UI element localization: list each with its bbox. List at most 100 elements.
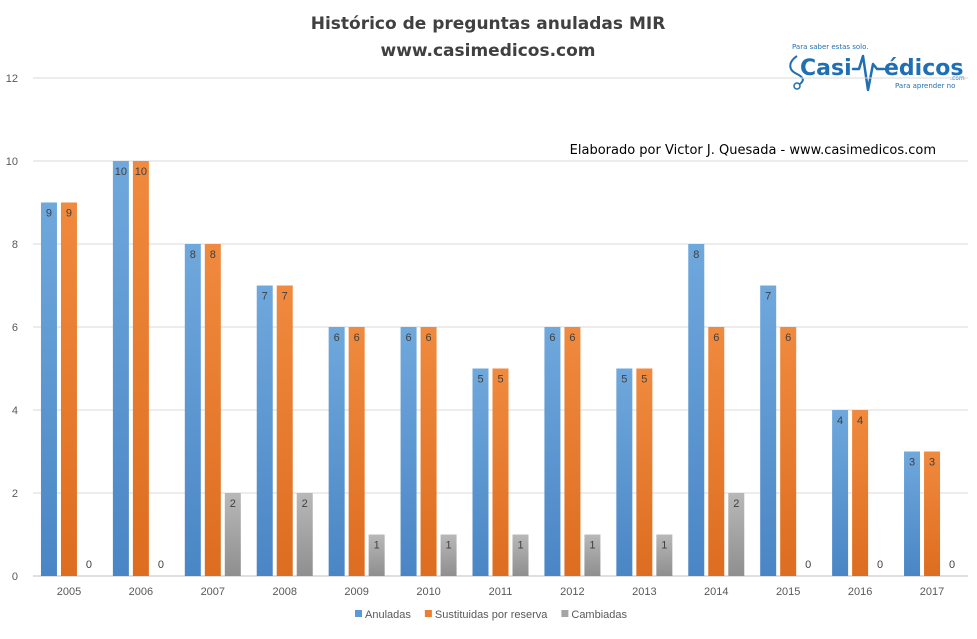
logo-stethoscope-icon [789, 55, 804, 85]
bar-sustituidas-por-reserva [204, 244, 221, 576]
casimedicos-logo: Para saber estas solo. Casi édicos .com … [789, 43, 965, 92]
x-tick-label: 2015 [776, 586, 800, 598]
bar-anuladas [472, 368, 489, 576]
data-label: 7 [282, 291, 288, 303]
chart-subtitle: www.casimedicos.com [380, 41, 595, 61]
data-label: 6 [354, 332, 360, 344]
data-label: 3 [929, 457, 935, 469]
logo-stethoscope-head-icon [793, 82, 801, 90]
data-label: 1 [374, 540, 380, 552]
bar-cambiadas [296, 493, 313, 576]
legend-label: Sustituidas por reserva [435, 609, 548, 621]
data-label: 6 [426, 332, 432, 344]
data-label: 5 [497, 374, 503, 386]
data-label: 2 [302, 498, 308, 510]
data-label: 10 [135, 166, 147, 178]
y-tick-label: 2 [12, 488, 18, 500]
x-tick-label: 2008 [272, 586, 296, 598]
bar-sustituidas-por-reserva [276, 285, 293, 576]
x-tick-label: 2007 [201, 586, 225, 598]
bar-cambiadas [368, 534, 385, 576]
y-tick-label: 8 [12, 239, 18, 251]
bar-anuladas [760, 285, 777, 576]
x-tick-label: 2013 [632, 586, 656, 598]
data-label: 6 [785, 332, 791, 344]
legend-swatch [561, 610, 569, 617]
y-axis: 0 2 4 6 8 10 12 [6, 73, 18, 583]
x-tick-label: 2005 [57, 586, 81, 598]
bar-sustituidas-por-reserva [420, 327, 437, 576]
bar-anuladas [256, 285, 273, 576]
data-label: 0 [158, 559, 164, 571]
x-tick-label: 2006 [129, 586, 153, 598]
legend-label: Anuladas [365, 609, 411, 621]
y-tick-label: 6 [12, 322, 18, 334]
legend-label: Cambiadas [571, 609, 627, 621]
data-label: 4 [837, 415, 843, 427]
bar-sustituidas-por-reserva [348, 327, 365, 576]
data-label: 9 [46, 208, 52, 220]
logo-tagline-bottom: Para aprender no [895, 82, 955, 90]
bar-anuladas [328, 327, 345, 576]
bar-sustituidas-por-reserva [924, 451, 941, 576]
y-tick-label: 10 [6, 156, 18, 168]
bar-anuladas [400, 327, 417, 576]
data-label: 6 [549, 332, 555, 344]
bar-sustituidas-por-reserva [708, 327, 725, 576]
bar-sustituidas-por-reserva [492, 368, 509, 576]
data-label: 6 [406, 332, 412, 344]
data-label: 0 [877, 559, 883, 571]
bar-anuladas [904, 451, 921, 576]
y-tick-label: 4 [12, 405, 18, 417]
chart-annotation: Elaborado por Victor J. Quesada - www.ca… [570, 143, 936, 158]
logo-name-right: édicos [884, 56, 963, 81]
bar-sustituidas-por-reserva [636, 368, 653, 576]
bar-sustituidas-por-reserva [132, 161, 149, 576]
data-label: 1 [661, 540, 667, 552]
bar-anuladas [40, 202, 57, 576]
bar-anuladas [112, 161, 129, 576]
data-label: 8 [693, 249, 699, 261]
data-label: 6 [334, 332, 340, 344]
logo-pulse-icon [851, 54, 886, 92]
bar-anuladas [616, 368, 633, 576]
data-label: 1 [517, 540, 523, 552]
x-tick-label: 2014 [704, 586, 728, 598]
bar-sustituidas-por-reserva [564, 327, 581, 576]
data-label: 1 [446, 540, 452, 552]
bar-anuladas [688, 244, 705, 576]
data-label: 4 [857, 415, 863, 427]
legend-swatch [355, 610, 362, 617]
data-label: 8 [190, 249, 196, 261]
x-tick-label: 2016 [848, 586, 872, 598]
bar-anuladas [184, 244, 201, 576]
data-label: 0 [949, 559, 955, 571]
bars [40, 161, 941, 576]
data-label: 7 [765, 291, 771, 303]
data-label: 0 [805, 559, 811, 571]
x-axis: 2005 2006 2007 2008 2009 2010 2011 2012 2013 2014… [57, 586, 945, 598]
bar-anuladas [544, 327, 561, 576]
data-label: 8 [210, 249, 216, 261]
data-label: 2 [733, 498, 739, 510]
y-tick-label: 0 [12, 571, 18, 583]
data-label: 7 [262, 291, 268, 303]
data-label: 5 [477, 374, 483, 386]
data-labels: 9 9 0 10 10 0 8 8 2 7 7 2 6 6 1 6 6 1 5 5 1 6 6 1 5 5 1 8 6 2 7 6 0 4 4 0 3 3… [46, 166, 955, 571]
y-tick-label: 12 [6, 73, 18, 85]
x-tick-label: 2009 [344, 586, 368, 598]
logo-name-left: Casi [800, 56, 852, 81]
legend: Anuladas Sustituidas por reserva Cambiadas [355, 609, 628, 621]
bar-cambiadas [584, 534, 601, 576]
bar-sustituidas-por-reserva [60, 202, 77, 576]
bar-anuladas [832, 410, 849, 576]
data-label: 1 [589, 540, 595, 552]
data-label: 6 [569, 332, 575, 344]
data-label: 5 [621, 374, 627, 386]
bar-cambiadas [728, 493, 745, 576]
x-tick-label: 2012 [560, 586, 584, 598]
bar-cambiadas [224, 493, 241, 576]
bar-cambiadas [512, 534, 529, 576]
